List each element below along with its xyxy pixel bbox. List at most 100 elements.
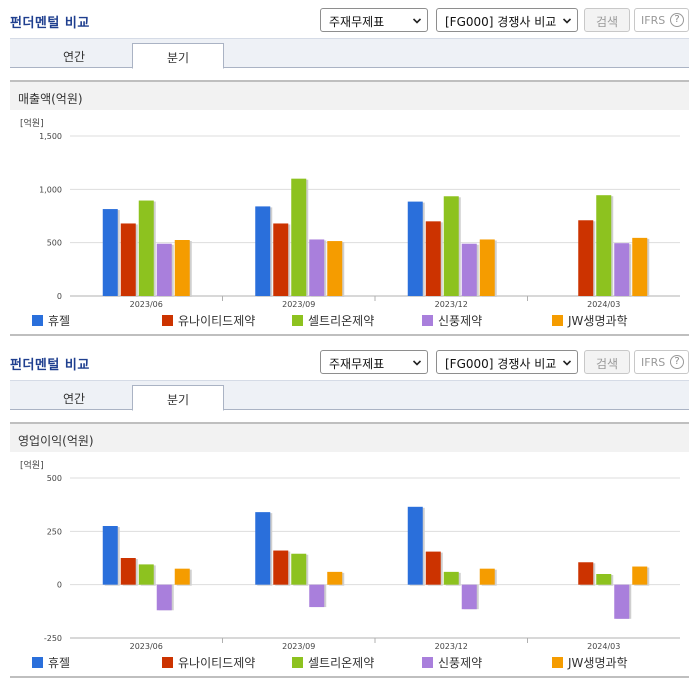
bar-2-1[interactable] [425, 221, 441, 296]
bar-3-3[interactable] [614, 243, 630, 296]
statement-select[interactable]: 주재무제표 [320, 8, 428, 32]
help-icon[interactable]: ? [670, 355, 684, 369]
bar-3-2[interactable] [596, 195, 612, 296]
bar-2-2[interactable] [443, 571, 459, 585]
legend-label: JW생명과학 [568, 314, 628, 328]
bar-1-1[interactable] [273, 223, 289, 296]
panel-title: 영업이익(억원) [18, 434, 94, 448]
legend-item[interactable]: 신풍제약 [422, 312, 482, 328]
bar-1-0[interactable] [255, 512, 271, 585]
search-button[interactable]: 검색 [584, 350, 630, 374]
bar-0-0[interactable] [102, 526, 118, 585]
bar-2-0[interactable] [407, 201, 423, 296]
section-header: 펀더멘털 비교 주재무제표 [FG000] 경쟁사 비교 검색 IFRS ? [0, 0, 696, 38]
x-tick-label: 2023/06 [130, 300, 163, 308]
bar-0-3[interactable] [156, 243, 172, 296]
help-icon[interactable]: ? [670, 13, 684, 27]
x-tick-label: 2024/03 [587, 642, 620, 650]
legend-swatch [162, 315, 173, 326]
ifrs-button[interactable]: IFRS ? [634, 350, 689, 374]
legend-item[interactable]: 휴젤 [32, 654, 70, 670]
operating-profit-bar-chart: [억원] -250 0 250 500 2023/06 2023/09 2023/12 2024… [20, 459, 680, 650]
bar-3-1[interactable] [578, 220, 594, 296]
y-tick-label: 0 [57, 292, 62, 301]
bar-2-0[interactable] [407, 506, 423, 585]
bar-2-4[interactable] [479, 568, 495, 585]
bar-0-4[interactable] [174, 568, 190, 585]
bar-1-2[interactable] [291, 178, 307, 296]
legend-item[interactable]: JW생명과학 [552, 654, 628, 670]
divider [10, 676, 689, 678]
bar-0-0[interactable] [102, 209, 118, 296]
bar-0-3[interactable] [156, 584, 172, 611]
bar-1-2[interactable] [291, 553, 307, 585]
bar-0-2[interactable] [138, 564, 154, 585]
bar-0-2[interactable] [138, 200, 154, 296]
legend-swatch [32, 657, 43, 668]
x-tick-label: 2023/06 [130, 642, 163, 650]
legend-label: 유나이티드제약 [178, 656, 256, 670]
legend-swatch [292, 315, 303, 326]
bar-2-3[interactable] [461, 243, 477, 296]
tab-quarterly[interactable]: 분기 [132, 43, 224, 69]
bar-1-3[interactable] [309, 584, 325, 608]
bar-2-1[interactable] [425, 551, 441, 585]
section-title: 펀더멘털 비교 [10, 358, 90, 373]
bar-3-4[interactable] [632, 237, 648, 296]
legend-item[interactable]: 신풍제약 [422, 654, 482, 670]
x-tick-label: 2023/09 [282, 300, 315, 308]
search-button[interactable]: 검색 [584, 8, 630, 32]
chart-legend: 휴젤 유나이티드제약 셀트리온제약 신풍제약 JW생명과학 [10, 310, 689, 330]
tab-annual[interactable]: 연간 [62, 392, 86, 406]
section-header: 펀더멘털 비교 주재무제표 [FG000] 경쟁사 비교 검색 IFRS ? [0, 342, 696, 380]
bar-1-0[interactable] [255, 206, 271, 296]
bar-1-1[interactable] [273, 550, 289, 585]
x-tick-label: 2023/09 [282, 642, 315, 650]
unit-label: [억원] [20, 459, 44, 471]
bar-0-1[interactable] [120, 558, 136, 585]
comparison-select-value: [FG000] 경쟁사 비교 [445, 15, 557, 29]
divider [10, 334, 689, 336]
panel-header: 영업이익(억원) [10, 422, 689, 452]
y-tick-label: 1,500 [39, 132, 62, 141]
tab-annual[interactable]: 연간 [62, 50, 86, 64]
legend-item[interactable]: 셀트리온제약 [292, 312, 374, 328]
bar-3-2[interactable] [596, 574, 612, 585]
period-tabs: 연간 분기 [10, 380, 689, 411]
bar-3-3[interactable] [614, 584, 630, 619]
bar-2-4[interactable] [479, 239, 495, 296]
y-tick-label: -250 [44, 634, 62, 643]
bar-1-4[interactable] [327, 241, 343, 296]
legend-label: JW생명과학 [568, 656, 628, 670]
legend-swatch [422, 315, 433, 326]
legend-label: 셀트리온제약 [308, 656, 375, 670]
comparison-select[interactable]: [FG000] 경쟁사 비교 [436, 350, 578, 374]
bar-2-2[interactable] [443, 196, 459, 296]
bar-1-4[interactable] [327, 571, 343, 585]
comparison-select[interactable]: [FG000] 경쟁사 비교 [436, 8, 578, 32]
tab-quarterly[interactable]: 분기 [132, 385, 224, 411]
legend-item[interactable]: 유나이티드제약 [162, 312, 255, 328]
y-tick-label: 1,000 [39, 185, 62, 194]
bar-3-1[interactable] [578, 562, 594, 585]
y-tick-label: 0 [57, 581, 62, 590]
ifrs-label: IFRS [641, 14, 666, 27]
legend-item[interactable]: 휴젤 [32, 312, 70, 328]
legend-item[interactable]: 셀트리온제약 [292, 654, 374, 670]
ifrs-button[interactable]: IFRS ? [634, 8, 689, 32]
chevron-down-icon [413, 360, 421, 366]
unit-label: [억원] [20, 117, 44, 129]
section-title: 펀더멘털 비교 [10, 16, 90, 31]
bar-0-4[interactable] [174, 240, 190, 296]
legend-label: 유나이티드제약 [178, 314, 256, 328]
bar-2-3[interactable] [461, 584, 477, 610]
bar-0-1[interactable] [120, 223, 136, 296]
legend-item[interactable]: JW생명과학 [552, 312, 628, 328]
x-tick-label: 2024/03 [587, 300, 620, 308]
bar-3-4[interactable] [632, 566, 648, 585]
statement-select[interactable]: 주재무제표 [320, 350, 428, 374]
panel-title: 매출액(억원) [18, 92, 83, 106]
legend-item[interactable]: 유나이티드제약 [162, 654, 255, 670]
legend-swatch [422, 657, 433, 668]
bar-1-3[interactable] [309, 239, 325, 296]
